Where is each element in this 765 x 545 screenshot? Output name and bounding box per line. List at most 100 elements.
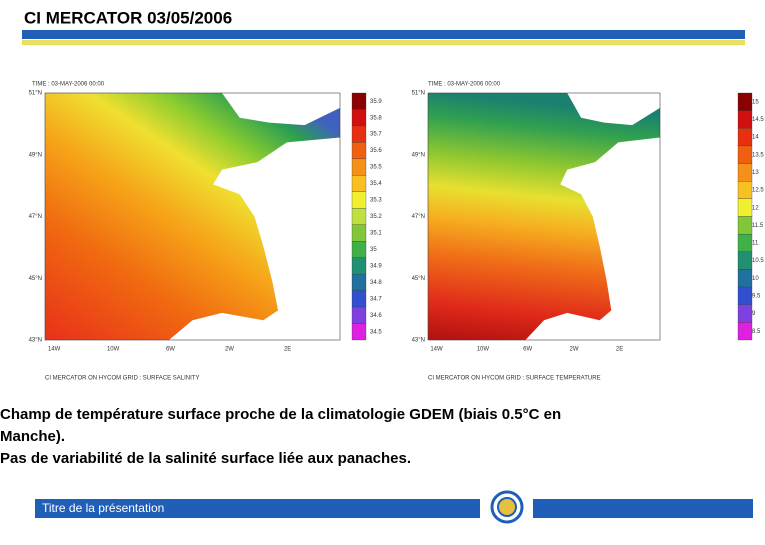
colorbar-cell (737, 181, 753, 200)
lon-label: 6W (166, 347, 175, 353)
land (168, 137, 340, 340)
colorbar-cell (737, 163, 753, 182)
header-stripe (22, 40, 745, 45)
colorbar-cell (737, 233, 753, 252)
colorbar-label: 35.3 (370, 198, 382, 204)
lat-label: 43°N (29, 338, 42, 344)
caption-line: Pas de variabilité de la salinité surfac… (0, 450, 411, 467)
colorbar-cell (737, 110, 753, 129)
lat-label: 45°N (29, 276, 42, 282)
lat-label: 51°N (29, 91, 42, 97)
lon-label: 14W (48, 347, 61, 353)
lon-label: 2E (284, 347, 291, 353)
lon-label: 10W (477, 347, 490, 353)
colorbar-label: 35 (370, 247, 377, 253)
lon-label: 14W (430, 347, 443, 353)
colorbar-label: 35.1 (370, 231, 382, 237)
colorbar-cell (351, 158, 367, 176)
colorbar-label: 15 (752, 99, 759, 105)
footer-title: Titre de la présentation (42, 501, 164, 515)
colorbar-label: 13.5 (752, 152, 764, 158)
land (525, 137, 660, 340)
colorbar-cell (351, 323, 367, 341)
colorbar-cell (351, 175, 367, 192)
colorbar-cell (351, 290, 367, 308)
map-caption: CI MERCATOR ON HYCOM GRID : SURFACE SALI… (45, 376, 199, 382)
colorbar-label: 35.9 (370, 99, 382, 105)
lon-label: 2W (570, 347, 579, 353)
colorbar-cell (737, 304, 753, 323)
lon-label: 2E (616, 347, 623, 353)
map-time: TIME : 03-MAY-2006 00:00 (428, 82, 501, 88)
lat-label: 49°N (29, 152, 42, 158)
colorbar-label: 13 (752, 170, 759, 176)
footer-bar (35, 499, 480, 518)
footer-bar-right (533, 499, 753, 518)
colorbar-label: 35.7 (370, 132, 382, 138)
colorbar-label: 9 (752, 311, 756, 317)
colorbar-cell (351, 273, 367, 291)
colorbar-label: 34.6 (370, 313, 382, 319)
map-frame (44, 92, 341, 341)
slide-title: CI MERCATOR 03/05/2006 (24, 8, 232, 27)
lat-label: 51°N (412, 91, 425, 97)
colorbar-cell (351, 241, 367, 258)
lat-label: 45°N (412, 276, 425, 282)
colorbar-label: 35.2 (370, 214, 382, 220)
lat-label: 49°N (412, 152, 425, 158)
land (222, 93, 340, 126)
colorbar-cell (737, 322, 753, 341)
colorbar-label: 12 (752, 205, 759, 211)
lon-label: 6W (523, 347, 532, 353)
colorbar-label: 11 (752, 241, 759, 247)
colorbar-label: 34.7 (370, 296, 382, 302)
map-frame (427, 92, 661, 341)
colorbar-label: 35.5 (370, 165, 382, 171)
colorbar-cell (737, 269, 753, 288)
header-bar (22, 30, 745, 39)
colorbar-label: 9.5 (752, 293, 761, 299)
colorbar-label: 35.8 (370, 115, 382, 121)
colorbar-cell (737, 216, 753, 235)
colorbar-label: 34.5 (370, 329, 382, 335)
colorbar-cell (351, 191, 367, 209)
colorbar-cell (351, 125, 367, 143)
colorbar-label: 35.6 (370, 148, 382, 154)
colorbar-cell (737, 251, 753, 270)
colorbar-cell (351, 257, 367, 275)
map-caption: CI MERCATOR ON HYCOM GRID : SURFACE TEMP… (428, 376, 601, 382)
colorbar-cell (737, 198, 753, 217)
colorbar-cell (351, 224, 367, 242)
colorbar-label: 35.4 (370, 181, 382, 187)
colorbar-label: 12.5 (752, 188, 764, 194)
colorbar-cell (351, 208, 367, 225)
colorbar-cell (351, 109, 367, 127)
lat-label: 43°N (412, 338, 425, 344)
caption-line: Manche). (0, 428, 65, 445)
land (567, 93, 660, 126)
lat-label: 47°N (29, 214, 42, 220)
colorbar-cell (351, 306, 367, 324)
colorbar-cell (737, 128, 753, 147)
colorbar-label: 14.5 (752, 117, 764, 123)
colorbar-label: 14 (752, 135, 759, 141)
lon-label: 2W (225, 347, 234, 353)
logo-center (497, 497, 517, 517)
caption-line: Champ de température surface proche de l… (0, 406, 561, 423)
colorbar-cell (351, 142, 367, 160)
colorbar-cell (737, 286, 753, 305)
colorbar-cell (351, 92, 367, 110)
colorbar-label: 10 (752, 276, 759, 282)
colorbar-cell (737, 92, 753, 111)
colorbar-label: 8.5 (752, 329, 761, 335)
colorbar-label: 11.5 (752, 223, 764, 229)
map-time: TIME : 03-MAY-2006 00:00 (32, 82, 105, 88)
colorbar-label: 34.9 (370, 263, 382, 269)
colorbar-cell (737, 145, 753, 164)
lon-label: 10W (107, 347, 120, 353)
colorbar-label: 34.8 (370, 280, 382, 286)
maps: TIME : 03-MAY-2006 00:00 CI MERCATOR ON H… (29, 82, 765, 382)
colorbar-label: 10.5 (752, 258, 764, 264)
lat-label: 47°N (412, 214, 425, 220)
